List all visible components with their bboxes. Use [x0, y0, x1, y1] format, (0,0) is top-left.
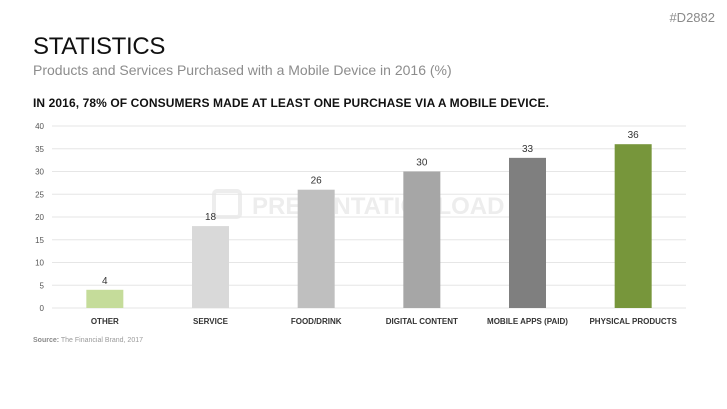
bar-other: [86, 289, 124, 308]
y-tick-label: 0: [40, 304, 45, 313]
watermark: PRESENTATIONLOAD: [212, 189, 504, 220]
bar-mobile-apps-paid: [509, 157, 546, 308]
page-title: STATISTICS: [33, 33, 166, 60]
category-label: PHYSICAL PRODUCTS: [589, 317, 677, 326]
category-label: FOOD/DRINK: [291, 317, 342, 326]
data-label: 4: [102, 276, 108, 287]
y-tick-label: 30: [35, 168, 44, 177]
bar-service: [192, 226, 229, 308]
data-label: 33: [522, 144, 534, 155]
page-subtitle: Products and Services Purchased with a M…: [33, 62, 452, 78]
data-label: 30: [416, 158, 428, 169]
y-tick-label: 20: [35, 213, 44, 222]
bar-food-drink: [297, 189, 335, 308]
category-label: SERVICE: [193, 317, 229, 326]
source-label: Source:: [33, 337, 60, 344]
y-tick-label: 25: [35, 190, 44, 199]
watermark-logo-icon: [212, 189, 242, 219]
y-tick-label: 10: [35, 259, 44, 268]
source-note: Source: The Financial Brand, 2017: [33, 337, 143, 344]
data-label: 36: [628, 130, 640, 141]
y-tick-label: 35: [35, 145, 44, 154]
bar-physical-products: [614, 144, 652, 308]
y-tick-label: 15: [35, 236, 44, 245]
data-label: 26: [311, 176, 323, 187]
source-text: The Financial Brand, 2017: [60, 337, 143, 344]
bar-digital-content: [403, 171, 441, 308]
data-label: 18: [205, 212, 217, 223]
slide-id: #D2882: [669, 10, 715, 25]
watermark-text: PRESENTATIONLOAD: [252, 193, 504, 220]
chart-headline: IN 2016, 78% OF CONSUMERS MADE AT LEAST …: [33, 96, 550, 110]
y-tick-label: 40: [35, 122, 44, 131]
category-label: MOBILE APPS (PAID): [487, 317, 568, 326]
category-label: DIGITAL CONTENT: [386, 317, 458, 326]
y-tick-label: 5: [40, 281, 45, 290]
category-label: OTHER: [91, 317, 119, 326]
